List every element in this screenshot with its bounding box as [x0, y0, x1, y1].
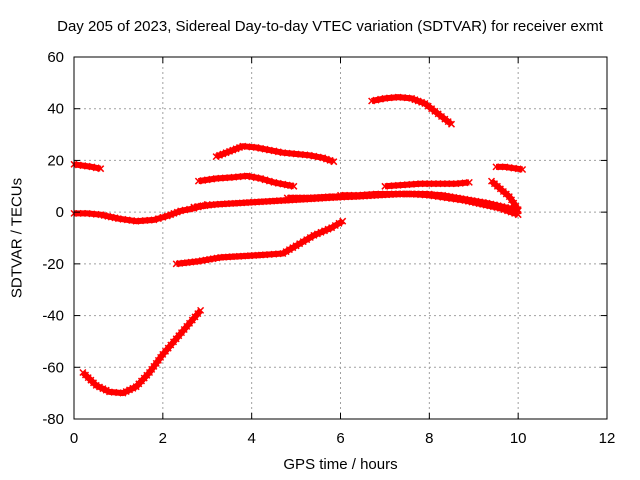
x-tick-label: 10: [510, 430, 527, 447]
x-tick-label: 0: [70, 430, 78, 447]
data-point: [296, 240, 304, 248]
data-point: [514, 206, 522, 214]
data-series: [381, 178, 473, 190]
data-point: [290, 182, 298, 190]
y-tick-label: -20: [42, 256, 64, 273]
data-point: [97, 165, 105, 173]
data-series: [492, 163, 527, 174]
data-point: [320, 227, 329, 235]
data-points: [70, 93, 527, 397]
data-point: [303, 236, 311, 244]
data-point: [447, 120, 456, 128]
y-tick-label: -60: [42, 359, 64, 376]
data-point: [519, 165, 527, 174]
x-tick-label: 2: [159, 430, 167, 447]
data-point: [335, 219, 343, 227]
data-point: [505, 193, 513, 201]
chart-title: Day 205 of 2023, Sidereal Day-to-day VTE…: [57, 18, 603, 35]
data-series: [70, 160, 105, 173]
data-point: [465, 178, 473, 186]
data-point: [306, 233, 314, 242]
data-point: [282, 248, 290, 256]
data-series: [79, 306, 205, 397]
data-series: [212, 142, 338, 166]
y-tick-label: -40: [42, 308, 64, 325]
data-point: [514, 211, 522, 219]
y-tick-label: -80: [42, 411, 64, 428]
y-tick-label: 60: [47, 49, 64, 66]
x-tick-label: 8: [425, 430, 433, 447]
data-point: [292, 242, 300, 250]
data-point: [330, 158, 338, 166]
data-point: [299, 238, 307, 246]
x-tick-label: 4: [247, 430, 255, 447]
data-point: [279, 249, 287, 258]
gridlines: [74, 57, 607, 419]
data-series: [487, 177, 522, 214]
data-point: [285, 246, 293, 254]
data-point: [339, 217, 347, 225]
data-point: [313, 230, 321, 238]
x-tick-label: 6: [336, 430, 344, 447]
data-point: [328, 224, 336, 232]
data-series: [194, 172, 298, 190]
y-tick-label: 0: [56, 204, 64, 221]
data-point: [289, 244, 297, 252]
series-track: [197, 172, 295, 190]
data-point: [197, 306, 205, 314]
data-series: [172, 217, 347, 268]
y-axis-label: SDTVAR / TECUs: [8, 177, 26, 299]
axis-ticks: 0 2 4 6 8 10 12 -80 -60 -40 -20 0 20 40 60: [42, 49, 615, 447]
y-tick-label: 20: [47, 152, 64, 169]
x-tick-label: 12: [599, 430, 616, 447]
data-series: [368, 93, 456, 128]
data-series: [336, 190, 522, 219]
y-tick-label: 40: [47, 101, 64, 118]
data-point: [331, 221, 339, 230]
x-axis-label: GPS time / hours: [283, 456, 398, 473]
